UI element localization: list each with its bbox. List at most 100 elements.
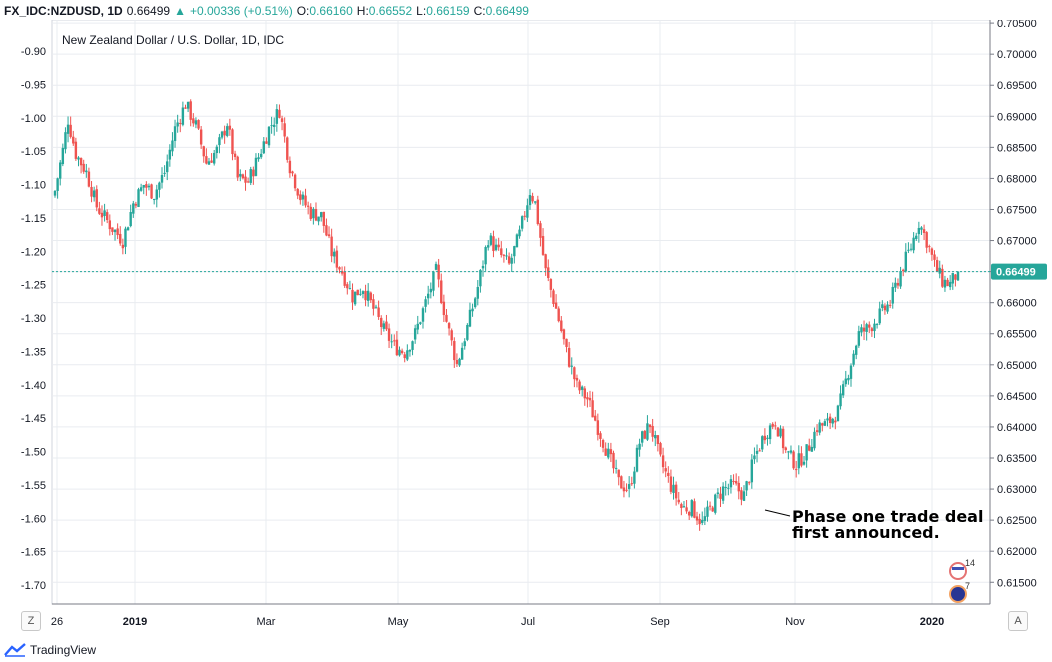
- us-event-badge[interactable]: 14: [949, 558, 975, 580]
- candle-body: [635, 447, 639, 472]
- candle-body: [442, 301, 446, 316]
- candle-body: [338, 267, 341, 270]
- candle-body: [518, 229, 521, 237]
- candle-body: [938, 267, 941, 274]
- candle-body: [283, 123, 286, 137]
- candle-body: [411, 341, 414, 350]
- candle-body: [413, 328, 417, 340]
- candle-body: [421, 308, 425, 322]
- candle-body: [805, 444, 808, 461]
- candle-body: [181, 107, 185, 125]
- right-tick-label: 0.61500: [997, 577, 1037, 589]
- z-button[interactable]: Z: [21, 611, 41, 631]
- candle-body: [476, 286, 479, 299]
- brand-name: TradingView: [30, 643, 97, 657]
- candle-body: [901, 269, 905, 272]
- candlestick-chart[interactable]: -0.90 -0.95 -1.00 -1.05 -1.10 -1.15 -1.20 -1.25…: [0, 20, 1052, 634]
- candle-body: [787, 451, 790, 453]
- symbol-label[interactable]: FX_IDC:NZDUSD, 1D: [4, 4, 123, 18]
- candle-body: [330, 236, 333, 257]
- candle-body: [500, 248, 503, 256]
- candle-body: [528, 195, 532, 206]
- candle-body: [643, 430, 647, 439]
- candle-body: [894, 282, 897, 288]
- candle-body: [53, 191, 57, 196]
- candle-body: [108, 220, 112, 230]
- candle-body: [612, 452, 615, 469]
- candle-body: [155, 189, 158, 200]
- close-label: C:: [473, 4, 486, 18]
- tradingview-logo-icon: [4, 643, 26, 657]
- nz-event-badge[interactable]: 7: [949, 581, 970, 603]
- candle-body: [941, 268, 944, 287]
- candle-body: [429, 288, 433, 293]
- candle-body: [100, 212, 104, 218]
- candle-body: [390, 341, 393, 343]
- tradingview-brand[interactable]: TradingView: [4, 643, 96, 657]
- candle-body: [210, 160, 213, 163]
- candle-body: [220, 131, 224, 138]
- open-label: O:: [296, 4, 310, 18]
- candle-body: [61, 147, 65, 165]
- candle-body: [836, 405, 840, 422]
- candle-body: [176, 122, 179, 127]
- candle-body: [896, 282, 900, 286]
- candle-body: [116, 228, 119, 236]
- candle-body: [215, 146, 219, 154]
- candle-body: [711, 507, 714, 512]
- candle-body: [163, 172, 166, 174]
- candle-body: [460, 347, 464, 360]
- candle-body: [85, 170, 88, 173]
- annotation-pointer: [764, 509, 791, 517]
- candle-body: [768, 425, 772, 440]
- right-tick-label: 0.64000: [997, 422, 1037, 434]
- candle-body: [646, 423, 649, 440]
- candle-body: [873, 323, 876, 332]
- candle-body: [774, 425, 777, 427]
- candle-body: [849, 365, 853, 379]
- candle-body: [226, 126, 229, 136]
- candle-body: [484, 247, 487, 265]
- candle-body: [672, 484, 675, 493]
- candle-body: [184, 107, 187, 109]
- candle-body: [111, 227, 114, 232]
- us-flag-stripe: [952, 567, 964, 570]
- price-tag-text: 0.66499: [996, 267, 1036, 279]
- last-price: 0.66499: [126, 4, 171, 18]
- candle-body: [740, 490, 743, 500]
- candle-body: [534, 201, 537, 203]
- candle-body: [369, 292, 372, 301]
- right-tick-label: 0.68000: [997, 173, 1037, 185]
- candle-body: [536, 199, 540, 225]
- candle-body: [716, 492, 720, 494]
- candle-body: [434, 263, 438, 270]
- candle-body: [515, 234, 519, 248]
- candle-body: [119, 233, 122, 244]
- candle-body: [954, 274, 957, 280]
- left-tick-label: -1.50: [21, 447, 46, 459]
- candle-body: [928, 246, 931, 248]
- candle-body: [758, 450, 761, 452]
- candle-body: [387, 328, 391, 341]
- candle-body: [852, 353, 855, 365]
- candle-body: [630, 483, 633, 485]
- candle-body: [351, 289, 354, 303]
- candle-body: [552, 290, 555, 305]
- candle-body: [698, 518, 701, 525]
- low-value: 0.66159: [426, 4, 470, 18]
- candle-body: [594, 415, 597, 421]
- candle-body: [440, 280, 443, 303]
- candle-body: [724, 487, 727, 489]
- candle-body: [103, 210, 106, 216]
- left-tick-label: -1.00: [21, 113, 46, 125]
- candle-body: [453, 341, 456, 361]
- candle-body: [813, 431, 816, 449]
- candle-body: [142, 184, 145, 188]
- auto-scale-label: A: [1014, 615, 1022, 627]
- auto-scale-button[interactable]: A: [1008, 611, 1028, 631]
- candle-body: [844, 378, 847, 385]
- x-tick-label: Jul: [521, 616, 535, 628]
- candle-body: [280, 118, 284, 122]
- candle-body: [299, 194, 302, 201]
- candle-body: [771, 423, 774, 427]
